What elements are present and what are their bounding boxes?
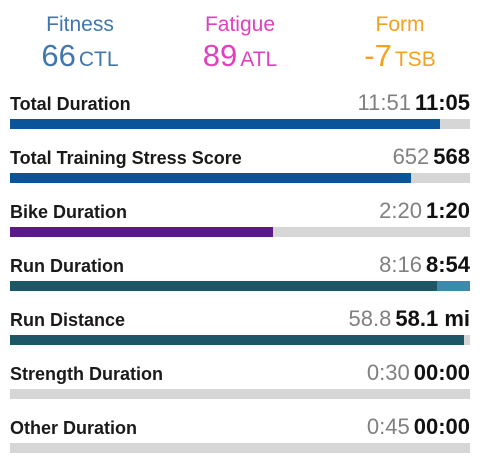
- actual-value: 11:05: [414, 90, 470, 115]
- progress-bar: [10, 443, 470, 453]
- row-label: Strength Duration: [10, 364, 163, 384]
- row-values: 8:16 8:54: [379, 252, 470, 278]
- row-other-duration[interactable]: Other Duration 0:45 00:00: [10, 402, 470, 456]
- progress-bar: [10, 227, 470, 237]
- planned-value: 8:16: [379, 252, 422, 277]
- progress-bar: [10, 119, 470, 129]
- summary-metrics: Fitness 66 CTL Fatigue 89 ATL Form -7 TSB: [0, 0, 480, 78]
- actual-value: 8:54: [425, 252, 470, 277]
- metric-value: -7: [364, 38, 392, 73]
- planned-value: 11:51: [357, 90, 411, 115]
- planned-value: 652: [392, 144, 430, 169]
- row-values: 0:30 00:00: [367, 360, 470, 386]
- progress-fill: [10, 281, 438, 291]
- row-bike-duration[interactable]: Bike Duration 2:20 1:20: [10, 186, 470, 240]
- row-values: 11:51 11:05: [358, 90, 470, 116]
- metric-value: 66: [41, 38, 76, 73]
- row-label: Bike Duration: [10, 202, 128, 222]
- planned-value: 2:20: [379, 198, 422, 223]
- progress-fill: [10, 227, 273, 237]
- metric-form[interactable]: Form -7 TSB: [320, 12, 480, 78]
- row-label: Total Training Stress Score: [10, 148, 242, 168]
- row-total-tss[interactable]: Total Training Stress Score 652 568: [10, 132, 470, 186]
- metric-unit: TSB: [394, 48, 436, 71]
- planned-value: 0:45: [366, 414, 410, 439]
- planned-value: 0:30: [366, 360, 410, 385]
- metric-label: Form: [375, 13, 425, 36]
- row-values: 2:20 1:20: [379, 198, 470, 224]
- row-total-duration[interactable]: Total Duration 11:51 11:05: [10, 78, 470, 132]
- progress-bar: [10, 389, 470, 399]
- row-values: 652 568: [393, 144, 470, 170]
- row-run-distance[interactable]: Run Distance 58.8 58.1 mi: [10, 294, 470, 348]
- row-strength-duration[interactable]: Strength Duration 0:30 00:00: [10, 348, 470, 402]
- row-label: Total Duration: [10, 94, 131, 114]
- metric-fitness[interactable]: Fitness 66 CTL: [0, 12, 160, 78]
- metric-label: Fatigue: [204, 13, 276, 36]
- row-values: 58.8 58.1 mi: [349, 306, 470, 332]
- row-label: Run Duration: [10, 256, 124, 276]
- row-run-duration[interactable]: Run Duration 8:16 8:54: [10, 240, 470, 294]
- progress-bar: [10, 281, 470, 291]
- metric-unit: CTL: [78, 48, 119, 71]
- progress-bar: [10, 173, 470, 183]
- actual-value: 568: [433, 144, 470, 169]
- progress-fill: [10, 173, 411, 183]
- row-label: Other Duration: [10, 418, 138, 438]
- progress-fill: [10, 119, 441, 129]
- training-summary-list: Total Duration 11:51 11:05 Total Training…: [0, 78, 480, 456]
- metric-value: 89: [202, 38, 238, 73]
- progress-over: [437, 281, 470, 291]
- actual-value: 58.1: [395, 306, 439, 331]
- metric-unit: ATL: [240, 48, 278, 71]
- row-values: 0:45 00:00: [367, 414, 470, 440]
- actual-value: 1:20: [425, 198, 470, 223]
- actual-value: 00:00: [413, 360, 470, 385]
- progress-fill: [10, 335, 465, 345]
- metric-label: Fitness: [46, 13, 114, 36]
- metric-fatigue[interactable]: Fatigue 89 ATL: [160, 12, 320, 78]
- row-label: Run Distance: [10, 310, 126, 330]
- progress-bar: [10, 335, 470, 345]
- distance-unit: mi: [444, 306, 470, 331]
- planned-value: 58.8: [348, 306, 392, 331]
- actual-value: 00:00: [413, 414, 470, 439]
